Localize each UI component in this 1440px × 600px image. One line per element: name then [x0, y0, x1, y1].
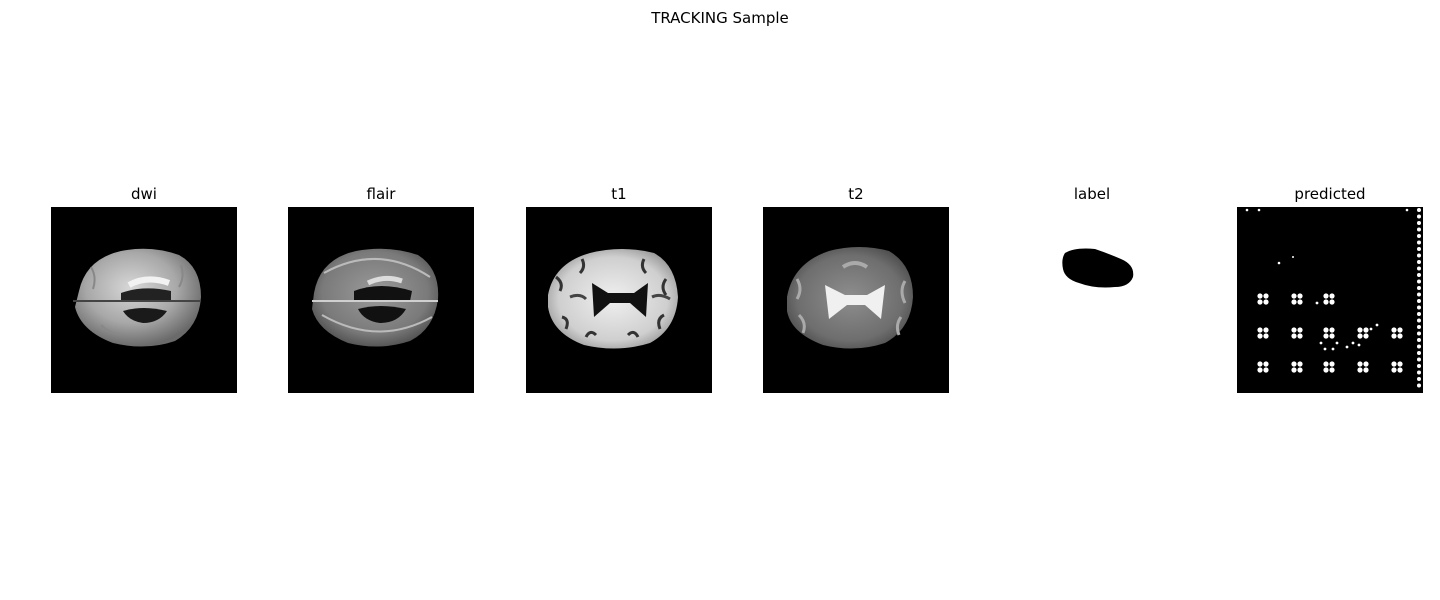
panel-title-predicted: predicted	[1294, 185, 1366, 203]
figure-title: TRACKING Sample	[651, 9, 789, 27]
t2-image	[763, 207, 949, 393]
panel-title-label: label	[1073, 185, 1111, 203]
predicted-image	[1237, 207, 1423, 393]
panel-title-flair: flair	[366, 185, 396, 203]
label-image	[999, 207, 1185, 393]
panel-title-t1: t1	[611, 185, 627, 203]
flair-image	[288, 207, 474, 393]
panel-title-t2: t2	[848, 185, 864, 203]
dwi-image	[51, 207, 237, 393]
panel-title-dwi: dwi	[131, 185, 157, 203]
t1-image	[526, 207, 712, 393]
